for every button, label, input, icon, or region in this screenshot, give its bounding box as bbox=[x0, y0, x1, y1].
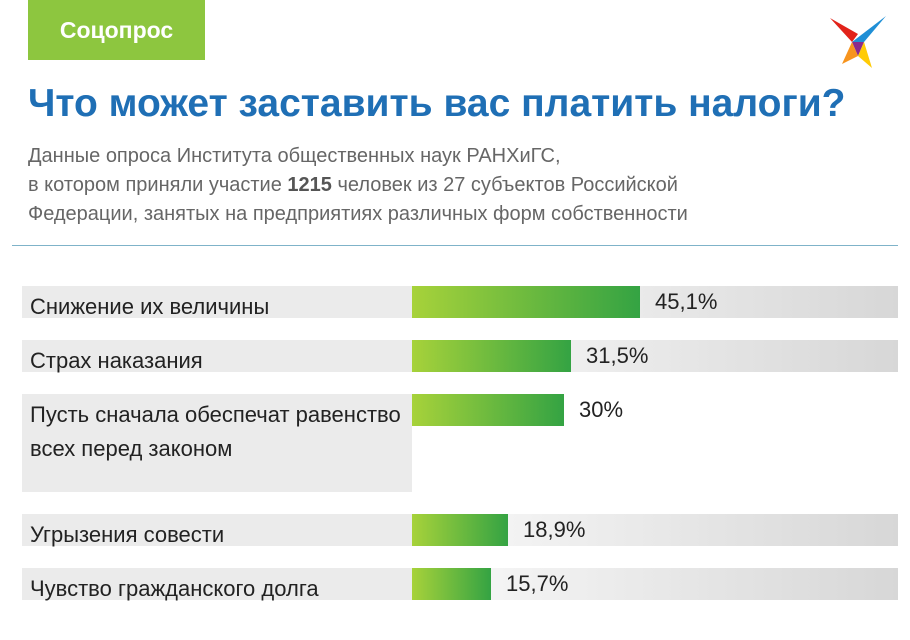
chart-row: Снижение их величины 45,1% bbox=[22, 286, 898, 319]
divider bbox=[12, 245, 898, 246]
value-label: 15,7% bbox=[506, 571, 569, 596]
category-label: Снижение их величины bbox=[22, 286, 412, 319]
value-label: 31,5% bbox=[586, 343, 649, 368]
chart-row: Пусть сначала обеспечат равенство всех п… bbox=[22, 394, 898, 492]
value-label: 18,9% bbox=[523, 517, 586, 542]
respondent-count: 1215 bbox=[287, 174, 332, 196]
bar bbox=[412, 514, 508, 546]
subtitle-line-3: Федерации, занятых на предприятиях разли… bbox=[28, 203, 688, 225]
chart-row: Угрызения совести 18,9% bbox=[22, 514, 898, 547]
chart-row: Чувство гражданского долга 15,7% bbox=[22, 568, 898, 601]
category-label: Угрызения совести bbox=[22, 514, 412, 547]
value-label: 30% bbox=[579, 397, 624, 422]
chart-title: Что может заставить вас платить налоги? bbox=[28, 82, 846, 125]
subtitle-line-2-end: человек из 27 субъектов Российской bbox=[331, 174, 678, 196]
bar-track bbox=[412, 568, 898, 600]
category-label: Чувство гражданского долга bbox=[22, 568, 412, 601]
value-label: 45,1% bbox=[655, 289, 718, 314]
category-badge: Соцопрос bbox=[28, 0, 205, 60]
category-label: Пусть сначала обеспечат равенство всех п… bbox=[22, 394, 412, 492]
bar bbox=[412, 394, 564, 426]
bar bbox=[412, 340, 571, 372]
bar bbox=[412, 568, 491, 600]
category-label: Страх наказания bbox=[22, 340, 412, 373]
chart-subtitle: Данные опроса Института общественных нау… bbox=[28, 142, 878, 229]
subtitle-line-2-start: в котором приняли участие bbox=[28, 174, 288, 196]
subtitle-line-2: в котором приняли участие 1215 человек и… bbox=[28, 171, 878, 200]
subtitle-line-1: Данные опроса Института общественных нау… bbox=[28, 145, 561, 167]
bar bbox=[412, 286, 640, 318]
bird-logo-icon bbox=[830, 16, 886, 68]
chart-row: Страх наказания 31,5% bbox=[22, 340, 898, 373]
